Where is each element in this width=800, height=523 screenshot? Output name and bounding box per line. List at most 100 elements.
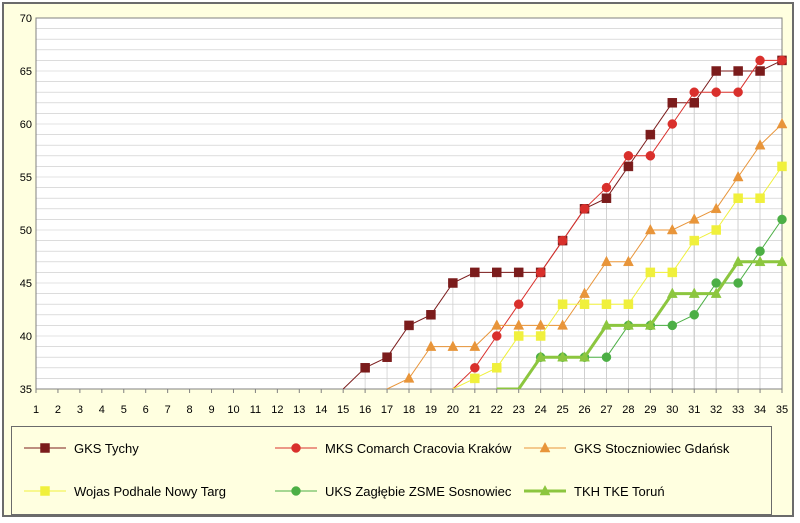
grid [36, 17, 783, 390]
x-tick-label: 8 [187, 404, 193, 416]
x-tick-label: 27 [600, 404, 612, 416]
data-point-square [623, 161, 634, 172]
data-point-circle [601, 182, 612, 193]
data-point-triangle [557, 319, 569, 330]
data-point-square [535, 331, 546, 341]
series-6 [496, 255, 788, 389]
y-tick-label: 65 [20, 66, 32, 78]
x-tick-label: 15 [337, 404, 349, 416]
data-point-circle [667, 320, 678, 331]
legend-label: Wojas Podhale Nowy Targ [74, 483, 226, 499]
data-point-circle [513, 299, 524, 309]
x-tick-label: 5 [121, 404, 127, 416]
data-point-square [601, 299, 612, 309]
legend-label: GKS Tychy [74, 440, 139, 456]
data-point-square [492, 363, 502, 373]
data-point-square [40, 486, 50, 496]
data-point-circle [777, 214, 787, 225]
data-point-square [448, 278, 458, 288]
data-point-square [579, 299, 590, 309]
data-point-square [513, 331, 524, 341]
data-point-circle [470, 363, 480, 373]
data-point-circle [711, 87, 721, 97]
data-point-square [689, 98, 699, 108]
data-point-circle [492, 331, 502, 341]
data-point-square [426, 310, 436, 320]
y-tick-label: 45 [20, 278, 32, 290]
data-point-square [777, 161, 787, 172]
data-point-triangle [688, 213, 700, 224]
data-point-square [40, 443, 50, 453]
x-tick-label: 10 [227, 404, 239, 416]
data-point-triangle [776, 255, 788, 267]
series-line [496, 260, 782, 389]
x-tick-label: 2 [55, 404, 61, 416]
legend-swatch [24, 486, 66, 496]
series-3 [386, 117, 788, 389]
x-tick-label: 23 [513, 404, 525, 416]
legend-item: GKS Tychy [24, 438, 139, 458]
x-tick-label: 9 [208, 404, 214, 416]
data-point-square [557, 299, 568, 309]
data-point-triangle [539, 484, 551, 496]
x-tick-label: 14 [315, 404, 327, 416]
data-point-triangle [666, 287, 678, 298]
data-point-circle [557, 235, 568, 246]
data-point-triangle [403, 372, 415, 383]
legend-swatch [524, 441, 566, 453]
legend-swatch [275, 443, 317, 453]
data-point-square [711, 225, 721, 235]
data-point-triangle [710, 287, 722, 298]
data-point-square [404, 320, 414, 331]
data-point-triangle [666, 223, 678, 235]
data-point-circle [667, 119, 678, 129]
data-point-square [755, 66, 765, 76]
x-tick-label: 18 [403, 404, 415, 416]
data-point-square [382, 352, 392, 362]
data-point-triangle [535, 351, 547, 362]
data-point-square [645, 267, 656, 278]
data-point-square [360, 363, 370, 373]
data-point-circle [579, 204, 590, 214]
data-point-triangle [622, 319, 634, 330]
data-point-square [623, 299, 634, 309]
data-point-square [689, 235, 699, 246]
data-point-circle [733, 278, 743, 288]
x-tick-label: 22 [491, 404, 503, 416]
legend-label: TKH TKE Toruń [574, 483, 665, 499]
x-tick-label: 20 [447, 404, 459, 416]
data-point-triangle [447, 340, 459, 351]
x-tick-label: 31 [688, 404, 700, 416]
x-tick-label: 19 [425, 404, 437, 416]
data-point-square [470, 267, 480, 278]
x-tick-label: 30 [666, 404, 678, 416]
x-tick-label: 34 [754, 404, 766, 416]
series-line [452, 166, 783, 389]
data-point-square [711, 66, 721, 76]
legend: GKS Tychy MKS Comarch Cracovia Kraków GKS … [11, 426, 772, 515]
y-tick-label: 35 [20, 384, 32, 396]
data-point-circle [645, 151, 656, 161]
data-point-triangle [601, 255, 612, 267]
data-point-square [492, 267, 502, 278]
data-point-triangle [579, 351, 590, 362]
data-point-circle [623, 151, 634, 161]
x-tick-label: 21 [469, 404, 481, 416]
data-point-triangle [535, 319, 547, 330]
legend-item: UKS Zagłębie ZSME Sosnowiec [275, 481, 511, 501]
legend-label: UKS Zagłębie ZSME Sosnowiec [325, 483, 512, 499]
x-tick-label: 4 [99, 404, 105, 416]
data-point-triangle [754, 255, 766, 267]
y-tick-label: 40 [20, 331, 32, 343]
data-point-square [601, 193, 612, 203]
x-tick-label: 16 [359, 404, 371, 416]
x-tick-label: 24 [535, 404, 547, 416]
x-tick-label: 6 [143, 404, 149, 416]
data-point-triangle [622, 255, 634, 267]
data-point-triangle [557, 351, 569, 362]
series-line [452, 59, 782, 389]
x-tick-label: 11 [250, 404, 261, 416]
data-point-triangle [732, 255, 744, 267]
legend-swatch [524, 484, 566, 496]
data-point-triangle [601, 319, 612, 330]
